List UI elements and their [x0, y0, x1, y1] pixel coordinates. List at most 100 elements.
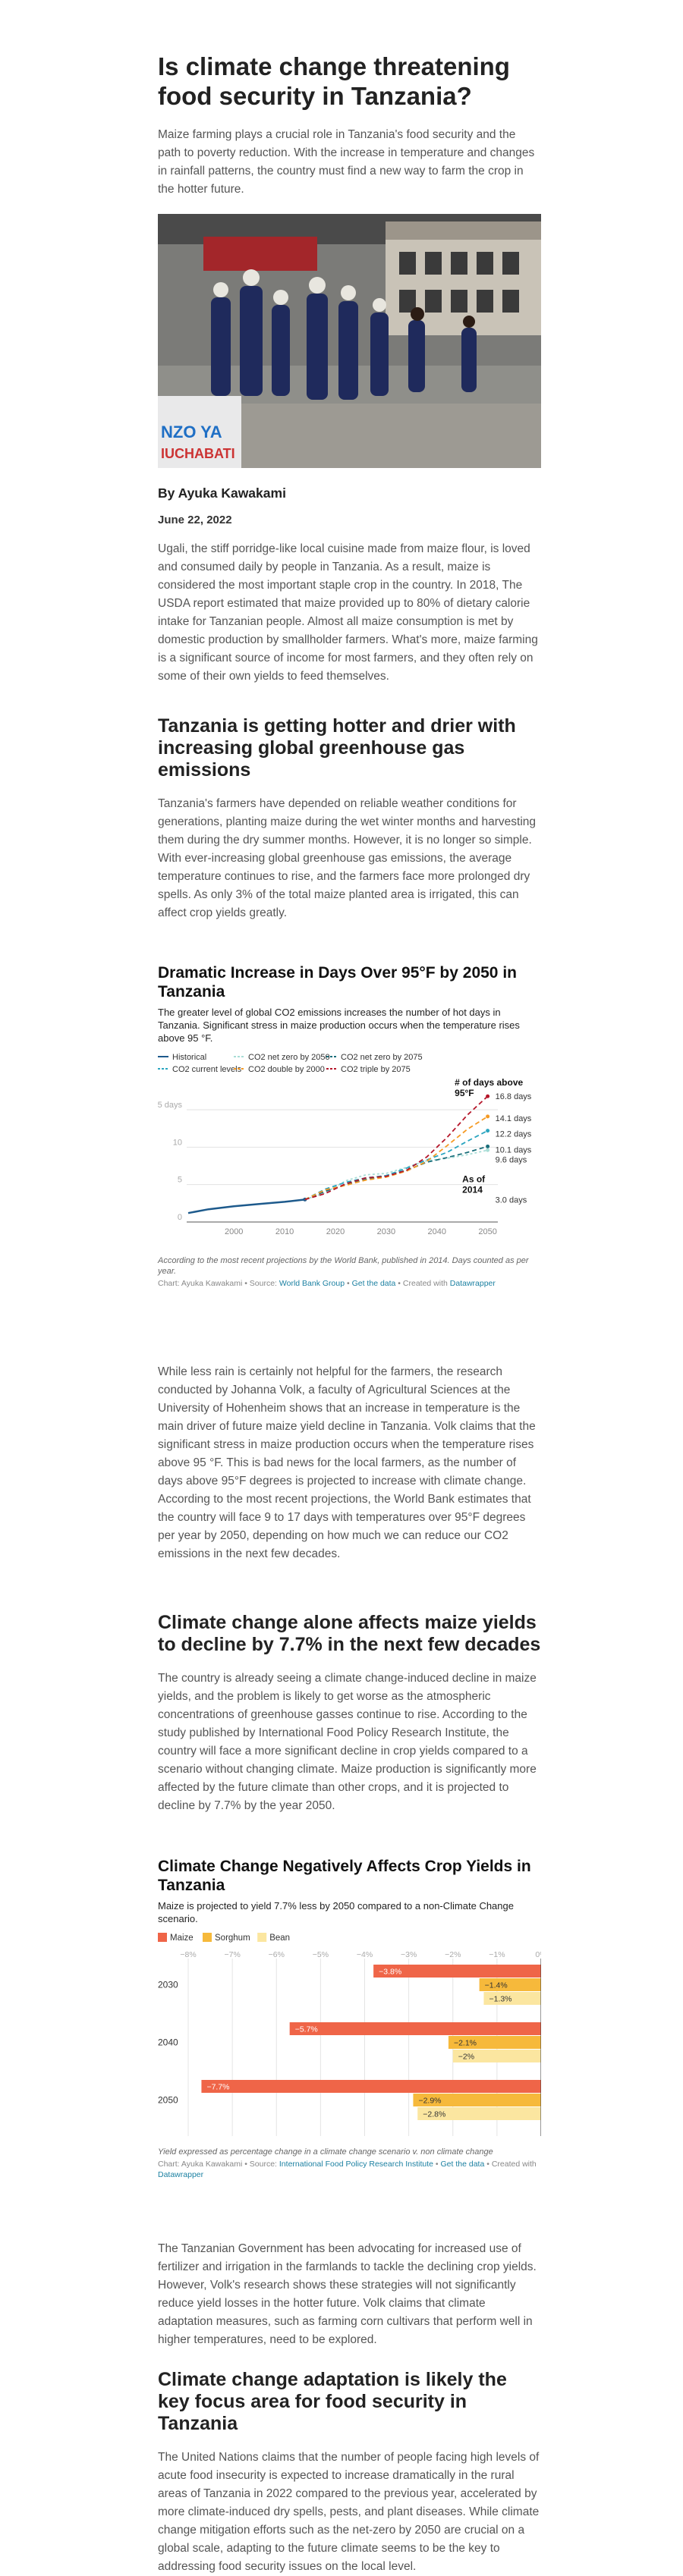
hero-photo: NZO YA IUCHABATI — [158, 214, 541, 468]
bar-bean-2040 — [452, 2050, 541, 2062]
series-line-1 — [304, 1149, 488, 1201]
bar-sorghum-2050 — [413, 2094, 541, 2106]
chart1-credit-sep2: • Created with — [395, 1279, 450, 1288]
chart1-svg: Historical CO2 net zero by 2050 CO2 net ze… — [158, 1053, 532, 1236]
legend-swatch-0 — [158, 1933, 167, 1942]
series-end-point-2 — [486, 1144, 490, 1148]
chart2-credit-sep2: • Created with — [484, 2160, 537, 2169]
bar-value-label-sorghum-2050: −2.9% — [418, 2097, 441, 2106]
chart2-credit-prefix: Chart: Ayuka Kawakami • Source: — [158, 2160, 279, 2169]
x-tick-label-6: −2% — [445, 1950, 461, 1959]
chart2-get-data-link[interactable]: Get the data — [440, 2160, 485, 2169]
bar-value-label-maize-2040: −5.7% — [295, 2025, 318, 2034]
series-end-point-3 — [486, 1129, 490, 1133]
y-tick-label-1: 5 — [178, 1176, 182, 1185]
bar-maize-2050 — [201, 2080, 541, 2093]
chart2-tool-link[interactable]: Datawrapper — [158, 2170, 204, 2179]
chart1-note: According to the most recent projections… — [158, 1256, 529, 1276]
chart2-title: Climate Change Negatively Affects Crop Y… — [158, 1858, 531, 1894]
x-tick-label-3: −5% — [313, 1950, 329, 1959]
legend-label-5: CO2 triple by 2075 — [341, 1065, 411, 1074]
series-end-point-1 — [486, 1148, 490, 1152]
bar-sorghum-2030 — [479, 1978, 541, 1991]
section-2: Climate change alone affects maize yield… — [158, 1612, 541, 1815]
x-tick-label-7: −1% — [489, 1950, 505, 1959]
chart1-title: Dramatic Increase in Days Over 95°F by 2… — [158, 964, 517, 1001]
x-tick-label-5: 2050 — [478, 1227, 496, 1236]
paragraph-1-block: Ugali, the stiff porridge-like local cui… — [158, 540, 541, 686]
bar-bean-2030 — [483, 1992, 541, 2005]
bar-value-label-bean-2050: −2.8% — [423, 2110, 445, 2119]
bar-value-label-sorghum-2040: −2.1% — [454, 2039, 477, 2048]
legend-label-3: CO2 current levels — [172, 1065, 242, 1074]
bar-maize-2040 — [289, 2022, 541, 2035]
section-1: Tanzania is getting hotter and drier wit… — [158, 715, 541, 922]
paragraph-4: The country is already seeing a climate … — [158, 1672, 537, 1812]
category-label-1: 2040 — [158, 2037, 178, 2048]
series-line-5 — [304, 1095, 489, 1201]
bar-value-label-bean-2040: −2% — [458, 2053, 474, 2062]
bar-sorghum-2040 — [448, 2036, 541, 2049]
legend-swatch-1 — [203, 1933, 212, 1942]
category-label-0: 2030 — [158, 1980, 178, 1990]
category-label-2: 2050 — [158, 2095, 178, 2106]
legend-label-4: CO2 double by 2000 — [248, 1065, 325, 1074]
legend-label-0: Historical — [172, 1053, 206, 1062]
chart2-credit: Chart: Ayuka Kawakami • Source: Internat… — [158, 2159, 541, 2180]
series-end-point-5 — [486, 1094, 490, 1098]
legend-label-1: Sorghum — [215, 1934, 250, 1943]
section-3: Climate change adaptation is likely the … — [158, 2369, 541, 2576]
chart1-source-link[interactable]: World Bank Group — [279, 1279, 345, 1288]
chart1-credit: Chart: Ayuka Kawakami • Source: World Ba… — [158, 1278, 541, 1289]
byline-block: By Ayuka Kawakami June 22, 2022 — [158, 485, 541, 526]
chart1-credit-sep1: • — [345, 1279, 352, 1288]
section-heading-1: Tanzania is getting hotter and drier wit… — [158, 715, 516, 781]
sign-text-2: IUCHABATI — [161, 446, 235, 461]
sign-text-1: NZO YA — [161, 423, 222, 441]
chart2-subtitle: Maize is projected to yield 7.7% less by… — [158, 1900, 514, 1924]
series-line-3 — [304, 1129, 489, 1201]
article-title: Is climate change threatening food secur… — [158, 52, 510, 110]
chart1-subtitle: The greater level of global CO2 emission… — [158, 1007, 520, 1044]
bar-maize-2030 — [373, 1965, 541, 1978]
chart1-tool-link[interactable]: Datawrapper — [449, 1279, 496, 1288]
x-tick-label-2: −6% — [269, 1950, 285, 1959]
annotation-as-of: As of 2014 — [462, 1174, 486, 1195]
x-tick-label-3: 2030 — [377, 1227, 395, 1236]
legend-label-0: Maize — [170, 1934, 194, 1943]
hero-photo-illustration: NZO YA IUCHABATI — [158, 214, 541, 468]
x-tick-label-4: 2040 — [427, 1227, 445, 1236]
legend-label-2: CO2 net zero by 2075 — [341, 1053, 423, 1062]
series-line-4 — [304, 1116, 489, 1201]
end-label-3: 10.1 days — [496, 1145, 532, 1154]
legend-label-1: CO2 net zero by 2050 — [248, 1053, 330, 1062]
chart1-get-data-link[interactable]: Get the data — [351, 1279, 396, 1288]
paragraph-3: While less rain is certainly not helpful… — [158, 1365, 536, 1560]
y-tick-label-2: 10 — [173, 1138, 182, 1147]
end-label-2: 12.2 days — [496, 1130, 532, 1139]
bar-value-label-bean-2030: −1.3% — [489, 1995, 511, 2004]
paragraph-3-block: While less rain is certainly not helpful… — [158, 1363, 541, 1563]
chart2-source-link[interactable]: International Food Policy Research Insti… — [279, 2160, 433, 2169]
series-line-0 — [187, 1198, 305, 1214]
bar-bean-2050 — [417, 2107, 541, 2120]
chart1-credit-prefix: Chart: Ayuka Kawakami • Source: — [158, 1279, 279, 1288]
article-lede: Maize farming plays a crucial role in Ta… — [158, 128, 535, 196]
chart2-note: Yield expressed as percentage change in … — [158, 2147, 493, 2157]
legend-label-2: Bean — [269, 1934, 290, 1943]
chart-hot-days: Dramatic Increase in Days Over 95°F by 2… — [158, 963, 541, 1289]
paragraph-5-block: The Tanzanian Government has been advoca… — [158, 2240, 541, 2349]
bar-value-label-maize-2050: −7.7% — [206, 2083, 229, 2092]
bar-value-label-sorghum-2030: −1.4% — [485, 1981, 508, 1990]
section-heading-2: Climate change alone affects maize yield… — [158, 1612, 541, 1655]
publish-date: June 22, 2022 — [158, 514, 232, 526]
x-tick-label-8: 0% — [535, 1950, 541, 1959]
end-label-0: 16.8 days — [496, 1092, 532, 1101]
chart2-svg: Maize Sorghum Bean −8% −7% −6% −5% −4% −3% −2% −1%… — [158, 1933, 541, 2136]
legend-swatch-2 — [257, 1933, 267, 1942]
series-line-2 — [304, 1145, 488, 1201]
series-end-point-4 — [486, 1114, 490, 1119]
paragraph-6: The United Nations claims that the numbe… — [158, 2451, 540, 2573]
chart-crop-yields: Climate Change Negatively Affects Crop Y… — [158, 1857, 541, 2180]
x-tick-label-1: −7% — [224, 1950, 240, 1959]
